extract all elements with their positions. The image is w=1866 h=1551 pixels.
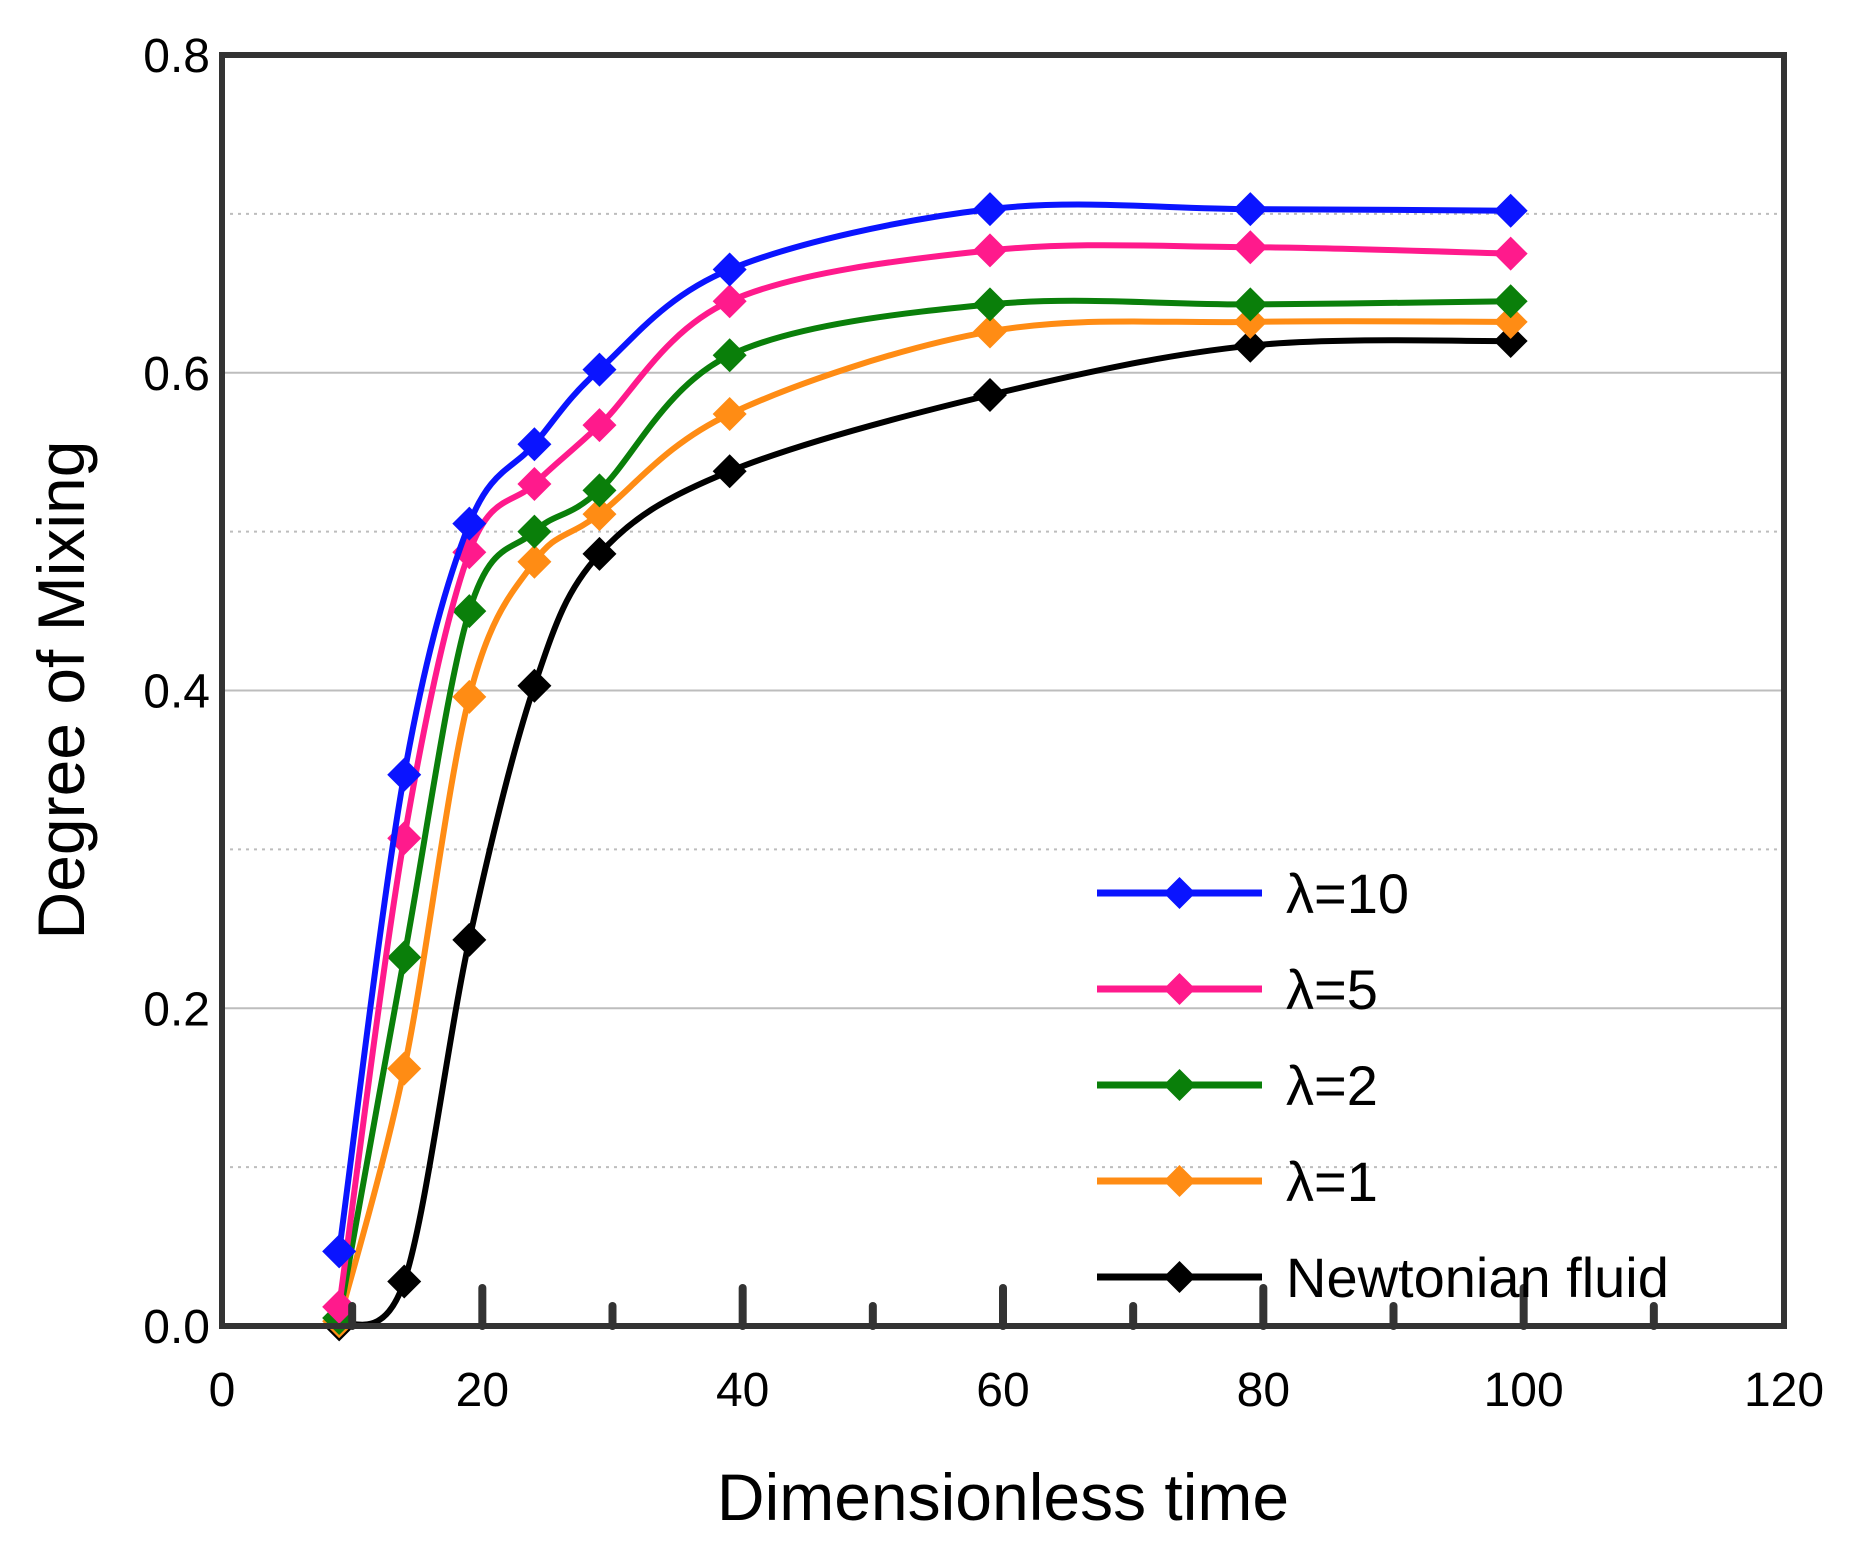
series-λ=1	[322, 304, 1528, 1339]
series-Newtonian fluid	[322, 323, 1528, 1342]
data-point	[972, 377, 1007, 412]
axis-ticks	[348, 1284, 1658, 1330]
x-axis-title: Dimensionless time	[717, 1460, 1289, 1534]
legend-marker	[1163, 973, 1196, 1005]
series-λ=5	[322, 230, 1528, 1324]
data-point	[387, 1264, 422, 1299]
data-point	[517, 466, 552, 501]
data-point	[712, 397, 747, 432]
data-point	[1233, 192, 1268, 227]
legend-marker	[1163, 1165, 1196, 1197]
grid-lines	[222, 212, 1784, 1169]
data-point	[517, 514, 552, 549]
data-point	[1493, 193, 1528, 228]
x-tick-label: 20	[456, 1364, 509, 1417]
legend-label: λ=10	[1286, 862, 1409, 925]
data-point	[1493, 304, 1528, 339]
series-λ=2	[322, 284, 1528, 1336]
data-point	[517, 668, 552, 703]
data-point	[582, 536, 617, 571]
y-tick-label: 0.0	[143, 1301, 210, 1354]
data-point	[582, 473, 617, 508]
data-point	[517, 544, 552, 579]
legend-item: λ=2	[1097, 1054, 1378, 1117]
legend-label: λ=5	[1286, 958, 1378, 1021]
x-tick-label: 100	[1484, 1364, 1564, 1417]
data-point	[322, 1234, 357, 1269]
legend-label: Newtonian fluid	[1286, 1246, 1669, 1309]
series-line	[336, 297, 1511, 1319]
data-point	[1493, 284, 1528, 319]
legend-item: λ=5	[1097, 958, 1378, 1021]
legend-item: λ=10	[1097, 862, 1409, 925]
legend-item: λ=1	[1097, 1150, 1378, 1213]
series-line	[336, 242, 1511, 1308]
legend: λ=10 λ=5 λ=2 λ=1 Newtonian fluid	[1097, 862, 1669, 1309]
data-point	[582, 408, 617, 443]
data-point	[387, 940, 422, 975]
data-point	[387, 757, 422, 792]
x-tick-label: 60	[976, 1364, 1029, 1417]
y-tick-label: 0.6	[143, 348, 210, 401]
data-point	[1233, 328, 1268, 363]
data-point	[452, 506, 487, 541]
series-λ=10	[322, 192, 1528, 1269]
data-point	[972, 233, 1007, 268]
legend-label: λ=1	[1286, 1150, 1378, 1213]
x-tick-label: 80	[1237, 1364, 1290, 1417]
data-point	[582, 497, 617, 532]
data-point	[452, 679, 487, 714]
data-point	[1233, 230, 1268, 265]
data-point	[712, 338, 747, 373]
data-point	[452, 594, 487, 629]
legend-label: λ=2	[1286, 1054, 1378, 1117]
y-tick-label: 0.2	[143, 983, 210, 1036]
data-point	[517, 427, 552, 462]
data-point	[1493, 323, 1528, 358]
y-axis-title: Degree of Mixing	[24, 441, 98, 940]
data-point	[712, 284, 747, 319]
tick-labels: 0 20 40 60 80 100 120 0.0 0.2 0.4 0.6 0.8	[143, 30, 1824, 1417]
x-tick-label: 0	[209, 1364, 236, 1417]
data-point	[972, 287, 1007, 322]
data-point	[452, 922, 487, 957]
data-point	[712, 454, 747, 489]
data-point	[582, 352, 617, 387]
x-tick-label: 120	[1744, 1364, 1824, 1417]
legend-marker	[1163, 877, 1196, 909]
data-point	[972, 192, 1007, 227]
data-point	[1493, 236, 1528, 271]
legend-marker	[1163, 1069, 1196, 1101]
data-point	[1233, 287, 1268, 322]
series-group	[322, 192, 1528, 1342]
data-point	[972, 314, 1007, 349]
y-tick-label: 0.4	[143, 666, 210, 719]
data-point	[712, 252, 747, 287]
x-tick-label: 40	[716, 1364, 769, 1417]
data-point	[322, 1289, 357, 1324]
data-point	[387, 1051, 422, 1086]
y-tick-label: 0.8	[143, 30, 210, 83]
legend-item: Newtonian fluid	[1097, 1246, 1669, 1309]
legend-marker	[1163, 1261, 1196, 1293]
data-point	[1233, 304, 1268, 339]
